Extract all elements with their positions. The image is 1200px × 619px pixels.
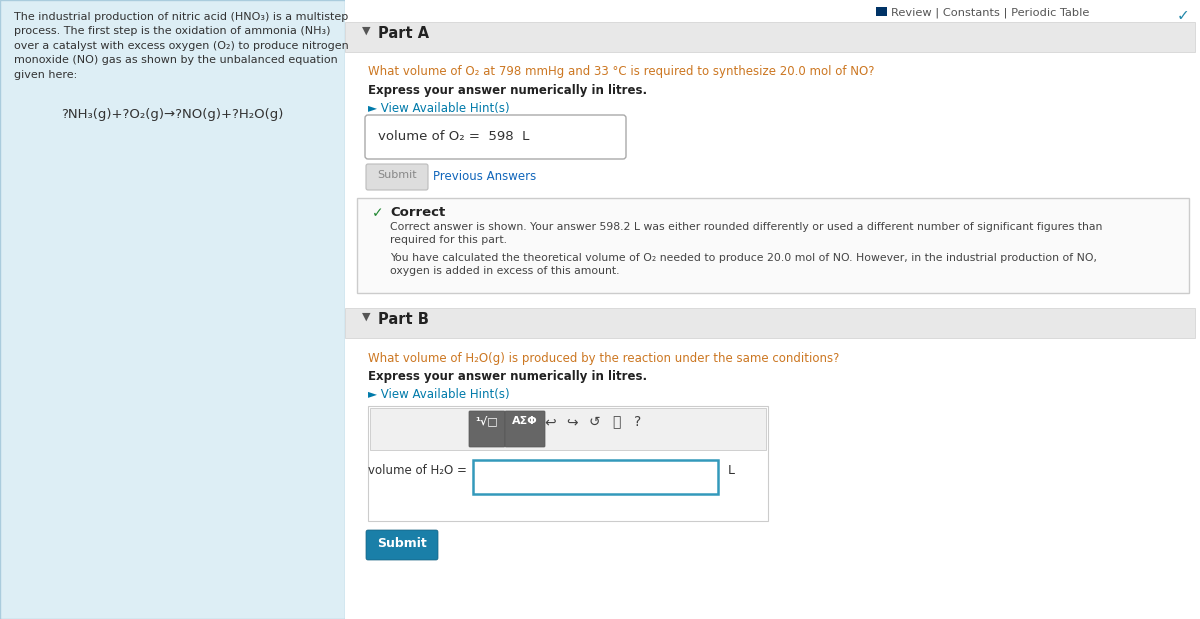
Text: Submit: Submit — [377, 537, 427, 550]
Text: Review | Constants | Periodic Table: Review | Constants | Periodic Table — [890, 8, 1090, 19]
FancyBboxPatch shape — [366, 164, 428, 190]
Text: ⎖: ⎖ — [612, 415, 620, 429]
Text: The industrial production of nitric acid (HNO₃) is a multistep
process. The firs: The industrial production of nitric acid… — [14, 12, 349, 80]
Text: Correct: Correct — [390, 206, 445, 219]
Text: L: L — [728, 464, 734, 477]
Text: ✓: ✓ — [372, 206, 384, 220]
Text: ¹√□: ¹√□ — [475, 416, 498, 426]
Text: ΑΣΦ: ΑΣΦ — [512, 416, 538, 426]
Text: Correct answer is shown. Your answer 598.2 L was either rounded differently or u: Correct answer is shown. Your answer 598… — [390, 222, 1103, 232]
Text: ↩: ↩ — [544, 415, 556, 429]
FancyBboxPatch shape — [365, 115, 626, 159]
Text: volume of H₂O =: volume of H₂O = — [368, 464, 467, 477]
Bar — [346, 308, 1195, 338]
Text: ▼: ▼ — [362, 26, 371, 36]
Text: ► View Available Hint(s): ► View Available Hint(s) — [368, 102, 510, 115]
Bar — [346, 0, 1200, 619]
Bar — [0, 0, 346, 619]
Text: Part B: Part B — [378, 312, 428, 327]
Text: You have calculated the theoretical volume of O₂ needed to produce 20.0 mol of N: You have calculated the theoretical volu… — [390, 253, 1097, 263]
Text: Submit: Submit — [377, 170, 416, 180]
Text: Express your answer numerically in litres.: Express your answer numerically in litre… — [368, 84, 647, 97]
Bar — [346, 22, 1195, 52]
FancyBboxPatch shape — [368, 406, 768, 521]
Text: What volume of H₂O(g) is produced by the reaction under the same conditions?: What volume of H₂O(g) is produced by the… — [368, 352, 839, 365]
Text: ?NH₃(g)+?O₂(g)→?NO(g)+?H₂O(g): ?NH₃(g)+?O₂(g)→?NO(g)+?H₂O(g) — [61, 108, 283, 121]
Bar — [370, 408, 766, 450]
Text: required for this part.: required for this part. — [390, 235, 508, 245]
Text: oxygen is added in excess of this amount.: oxygen is added in excess of this amount… — [390, 266, 619, 276]
Bar — [876, 7, 887, 16]
Text: Part A: Part A — [378, 26, 430, 41]
FancyBboxPatch shape — [469, 411, 505, 447]
Text: ► View Available Hint(s): ► View Available Hint(s) — [368, 388, 510, 401]
FancyBboxPatch shape — [358, 198, 1189, 293]
Text: Previous Answers: Previous Answers — [433, 170, 536, 183]
Text: What volume of O₂ at 798 mmHg and 33 °C is required to synthesize 20.0 mol of NO: What volume of O₂ at 798 mmHg and 33 °C … — [368, 65, 875, 78]
FancyBboxPatch shape — [366, 530, 438, 560]
Text: ?: ? — [635, 415, 642, 429]
Text: ✓: ✓ — [1177, 8, 1189, 23]
FancyBboxPatch shape — [473, 460, 718, 494]
Text: ↪: ↪ — [566, 415, 578, 429]
FancyBboxPatch shape — [505, 411, 545, 447]
Text: ▼: ▼ — [362, 312, 371, 322]
Text: ↺: ↺ — [588, 415, 600, 429]
Text: volume of O₂ =  598  L: volume of O₂ = 598 L — [378, 130, 529, 143]
Text: Express your answer numerically in litres.: Express your answer numerically in litre… — [368, 370, 647, 383]
